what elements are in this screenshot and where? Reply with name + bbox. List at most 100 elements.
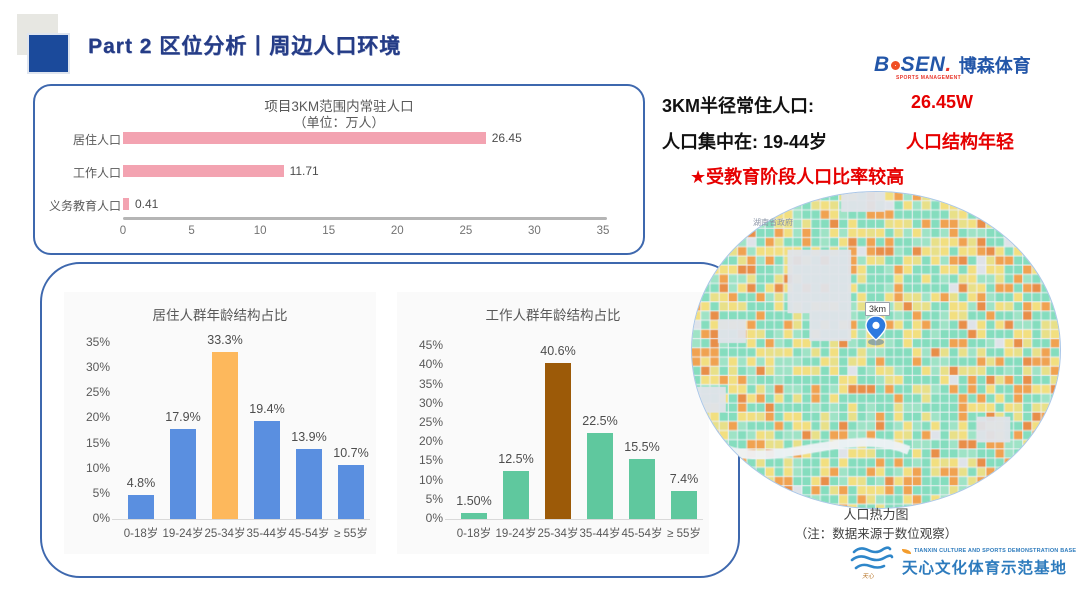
hbar-category-label: 工作人口 [72, 166, 121, 180]
bosen-logo: B SEN . SPORTS MANAGEMENT 博森体育 [874, 52, 1031, 81]
tianxin-logo: 天心 TIANXIN CULTURE AND SPORTS DEMONSTRAT… [848, 540, 1076, 586]
vbar-ytick: 35% [85, 334, 110, 349]
vbar-category-label: 25-34岁 [537, 528, 579, 540]
vbar-ytick: 25% [85, 385, 110, 400]
bosen-subtitle: SPORTS MANAGEMENT [896, 75, 962, 81]
tianxin-cn: 天心文化体育示范基地 [902, 560, 1068, 577]
vbar-category-label: ≥ 55岁 [334, 528, 368, 540]
vbar-category-label: 19-24岁 [495, 528, 537, 540]
vbar-ytick: 30% [418, 395, 443, 410]
summary-line2-value: 人口结构年轻 [906, 132, 1014, 152]
hbar-axis-tick: 5 [188, 225, 195, 237]
vbar-bar [545, 363, 571, 519]
vbar-value-label: 13.9% [291, 430, 327, 445]
vbar-category-label: 35-44岁 [579, 528, 621, 540]
vbar-axis-line [445, 519, 703, 520]
vbar-axis-line [112, 519, 370, 520]
hbar-axis-tick: 30 [528, 225, 541, 237]
population-heatmap: 湖南省政府 3km [691, 191, 1061, 509]
vbar-bar [338, 465, 364, 519]
bosen-wordmark: B SEN . SPORTS MANAGEMENT [874, 53, 961, 81]
vbar-bar [128, 494, 154, 519]
vchart1-title: 居住人群年龄结构占比 [152, 308, 288, 323]
vbar-value-label: 7.4% [669, 471, 699, 486]
heatmap-caption-title: 人口热力图 [843, 507, 909, 522]
population-hbar-chart: 居住人口 26.45 工作人口 11.71 义务教育人口 0.41 0 5 10 15 20 25 30… [35, 86, 643, 253]
vchart1-plot: 0% 5% 10% 15% 20% 25% 30% 35% 4.8% 0-18岁 17.9% 19-2… [64, 292, 376, 554]
hbar-axis-tick: 0 [119, 225, 127, 237]
vbar-ytick: 40% [418, 357, 443, 372]
vbar-category-label: 0-18岁 [456, 528, 492, 540]
vbar-category-label: 45-54岁 [621, 528, 663, 540]
hbar-axis-tick: 35 [596, 225, 610, 237]
vbar-category-label: 0-18岁 [123, 528, 159, 540]
vbar-ytick: 25% [418, 415, 443, 429]
vbar-bar [503, 471, 529, 519]
hbar-category-label: 居住人口 [72, 133, 121, 147]
vbar-ytick: 0% [425, 511, 443, 525]
hbar-bar [123, 198, 129, 210]
vbar-category-label: 35-44岁 [246, 528, 288, 540]
vbar-value-label: 1.50% [456, 494, 492, 509]
map-label-government: 湖南省政府 [753, 218, 793, 227]
vbar-bar [254, 421, 280, 519]
summary-line1-value: 26.45W [911, 92, 974, 112]
hbar-bar [123, 132, 486, 144]
leaf-icon [902, 548, 911, 554]
vbar-bar [587, 432, 613, 519]
waves-icon: 天心 [850, 546, 894, 580]
vbar-ytick: 15% [418, 453, 443, 468]
vbar-category-label: ≥ 55岁 [667, 528, 701, 540]
bosen-chinese-name: 博森体育 [958, 56, 1031, 76]
hbar-value-label: 11.71 [289, 164, 319, 178]
hbar-value-label: 0.41 [135, 197, 159, 211]
tianxin-text: TIANXIN CULTURE AND SPORTS DEMONSTRATION… [902, 548, 1076, 578]
bosen-dot: . [945, 53, 952, 76]
heatmap-canvas [691, 191, 1061, 509]
heatmap-caption-note: （注：数据来源于数位观察） [794, 527, 958, 541]
location-pin-icon [863, 315, 889, 347]
summary-line2-label: 人口集中在: 19-44岁 [662, 132, 828, 152]
hbar-axis-tick: 10 [253, 225, 267, 237]
hbar-axis-tick: 15 [322, 225, 336, 237]
vbar-value-label: 40.6% [540, 344, 576, 359]
vbar-ytick: 30% [85, 360, 110, 375]
summary-line1-label: 3KM半径常住人口: [662, 96, 814, 116]
vbar-ytick: 0% [92, 511, 110, 525]
vbar-ytick: 45% [418, 338, 443, 353]
vbar-ytick: 20% [418, 434, 443, 449]
bosen-ring-icon [890, 60, 900, 70]
vbar-bar [212, 351, 238, 519]
page-title: Part 2 区位分析丨周边人口环境 [88, 35, 402, 58]
vbar-category-label: 19-24岁 [162, 528, 204, 540]
hbar-value-label: 26.45 [491, 131, 522, 145]
heatmap-caption: 人口热力图 （注：数据来源于数位观察） [691, 504, 1061, 542]
hbar-category-label: 义务教育人口 [48, 199, 121, 213]
hbar-axis-tick: 25 [459, 225, 473, 237]
hbar-chart-title: 项目3KM范围内常驻人口 [264, 99, 414, 114]
vchart2-plot: 0% 5% 10% 15% 20% 25% 30% 35% 40% 45% 1.50% 0-18岁 12… [397, 292, 709, 554]
resident-population-panel: 项目3KM范围内常驻人口 （单位：万人） 居住人口 26.45 工作人口 11.71 义… [33, 84, 645, 255]
vbar-value-label: 22.5% [582, 413, 618, 428]
vbar-value-label: 33.3% [207, 332, 243, 347]
vbar-ytick: 5% [425, 491, 443, 506]
vbar-bar [170, 428, 196, 519]
vbar-ytick: 5% [92, 485, 110, 500]
vbar-ytick: 20% [85, 410, 110, 425]
vbar-bar [296, 449, 322, 519]
vbar-value-label: 10.7% [333, 446, 369, 461]
workers-age-chart: 工作人群年龄结构占比 0% 5% 10% 15% 20% 25% 30% 35% 40% 45% 1… [397, 292, 709, 554]
tianxin-en: TIANXIN CULTURE AND SPORTS DEMONSTRATION… [914, 548, 1077, 554]
tianxin-en-row: TIANXIN CULTURE AND SPORTS DEMONSTRATION… [902, 548, 1076, 554]
hbar-axis-line [123, 217, 607, 220]
vbar-value-label: 19.4% [249, 402, 285, 417]
vbar-category-label: 45-54岁 [288, 528, 330, 540]
vbar-value-label: 15.5% [624, 440, 660, 455]
hbar-bar [123, 165, 284, 177]
summary-line3: ★受教育阶段人口比率较高 [690, 167, 905, 187]
radius-chip: 3km [865, 302, 891, 316]
vbar-bar [461, 513, 487, 519]
vbar-ytick: 10% [418, 472, 443, 487]
vbar-bar [671, 490, 697, 519]
